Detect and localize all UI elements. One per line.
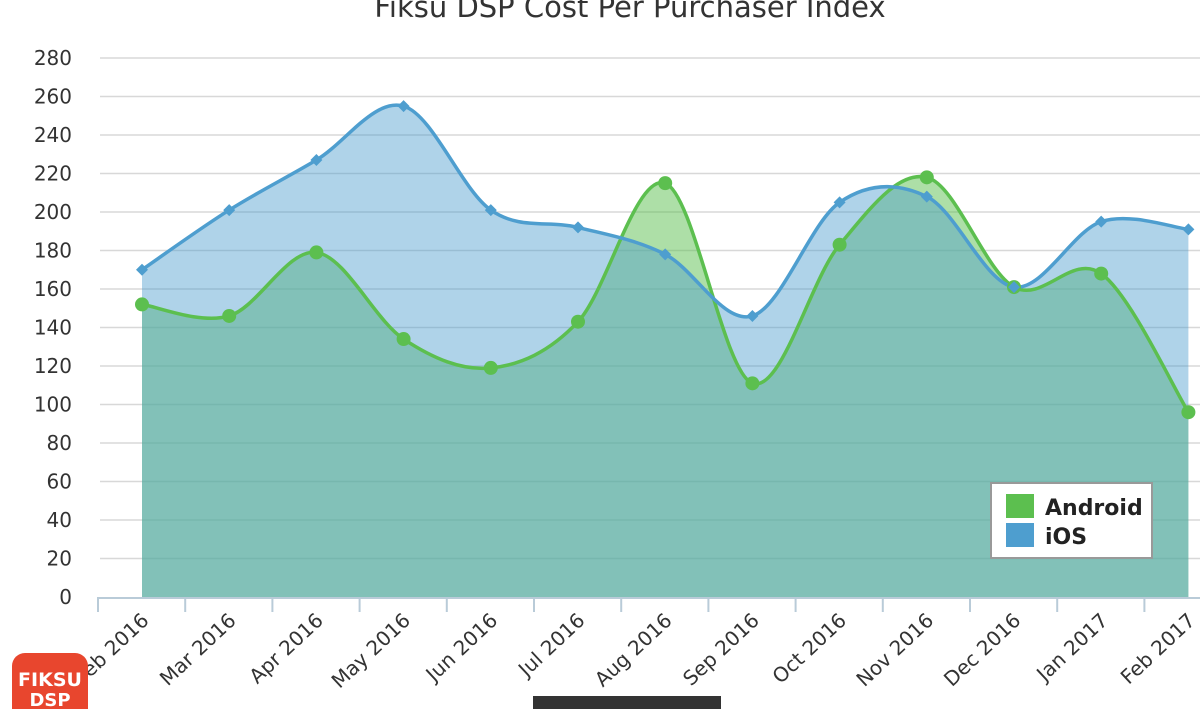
data-point-ios[interactable] — [136, 263, 148, 276]
logo-line2: DSP — [29, 690, 70, 709]
bottom-bar — [533, 696, 721, 709]
data-point-ios[interactable] — [1095, 215, 1108, 228]
x-tick-label: Apr 2016 — [244, 608, 328, 688]
x-tick-label: Oct 2016 — [767, 608, 851, 688]
legend-swatch-ios — [1006, 523, 1034, 547]
x-tick-label: Mar 2016 — [155, 608, 241, 690]
x-tick-label: Sep 2016 — [678, 608, 764, 690]
data-point-android[interactable] — [483, 360, 498, 375]
series-area-ios — [142, 105, 1189, 597]
y-tick-label: 80 — [47, 431, 72, 455]
series-area-android — [142, 176, 1189, 597]
legend-label-android: Android — [1045, 496, 1143, 521]
data-point-ios[interactable] — [484, 204, 497, 217]
data-point-android[interactable] — [222, 308, 237, 323]
data-point-android[interactable] — [571, 314, 585, 329]
x-tick-label: Jan 2017 — [1030, 608, 1112, 687]
x-tick-label: Feb 2017 — [1116, 608, 1200, 689]
data-point-ios[interactable] — [1182, 223, 1195, 236]
y-tick-label: 240 — [34, 123, 72, 147]
legend-swatch-android — [1006, 494, 1034, 518]
y-tick-label: 40 — [47, 508, 72, 532]
data-point-android[interactable] — [309, 245, 324, 260]
data-point-ios[interactable] — [833, 196, 846, 209]
legend-label-ios: iOS — [1045, 525, 1087, 550]
y-tick-label: 200 — [34, 200, 72, 224]
x-tick-label: Dec 2016 — [939, 608, 1026, 691]
data-point-ios[interactable] — [397, 100, 410, 113]
data-point-android[interactable] — [1181, 405, 1196, 420]
data-point-android[interactable] — [396, 332, 411, 347]
data-point-ios[interactable] — [746, 309, 759, 322]
data-point-ios[interactable] — [572, 221, 584, 234]
x-tick-label: Jul 2016 — [512, 608, 589, 682]
x-tick-label: Aug 2016 — [590, 608, 677, 691]
y-tick-label: 260 — [34, 85, 72, 109]
y-tick-label: 160 — [34, 277, 72, 301]
chart-title: Fiksu DSP Cost Per Purchaser Index — [374, 0, 885, 24]
data-point-ios[interactable] — [223, 204, 236, 217]
data-point-android[interactable] — [832, 237, 847, 252]
y-tick-label: 120 — [34, 354, 72, 378]
y-tick-label: 280 — [34, 46, 72, 70]
logo-line1: FIKSU — [18, 669, 82, 691]
plot-area — [135, 100, 1196, 597]
y-tick-label: 60 — [47, 470, 72, 494]
x-tick-label: Jun 2016 — [420, 608, 503, 687]
x-tick-label: Nov 2016 — [851, 608, 938, 691]
data-point-android[interactable] — [1094, 266, 1109, 281]
y-tick-label: 140 — [34, 316, 72, 340]
data-point-android[interactable] — [135, 297, 149, 312]
data-point-android[interactable] — [745, 376, 760, 391]
x-tick-label: May 2016 — [327, 608, 415, 693]
y-tick-label: 0 — [59, 585, 72, 609]
data-point-ios[interactable] — [310, 154, 323, 167]
data-point-ios[interactable] — [920, 190, 933, 203]
y-tick-label: 100 — [34, 393, 72, 417]
data-point-ios[interactable] — [1008, 281, 1020, 294]
data-point-ios[interactable] — [659, 248, 672, 261]
y-tick-label: 220 — [34, 162, 72, 186]
y-tick-label: 180 — [34, 239, 72, 263]
y-tick-label: 20 — [47, 547, 72, 571]
data-point-android[interactable] — [658, 176, 673, 191]
data-point-android[interactable] — [919, 170, 934, 185]
legend[interactable]: Android iOS — [990, 482, 1153, 559]
fiksu-logo: FIKSU DSP — [12, 653, 88, 709]
y-axis: 0 20 40 60 80 100 120 140 160 180 200 220 240 260 280 — [34, 46, 72, 609]
